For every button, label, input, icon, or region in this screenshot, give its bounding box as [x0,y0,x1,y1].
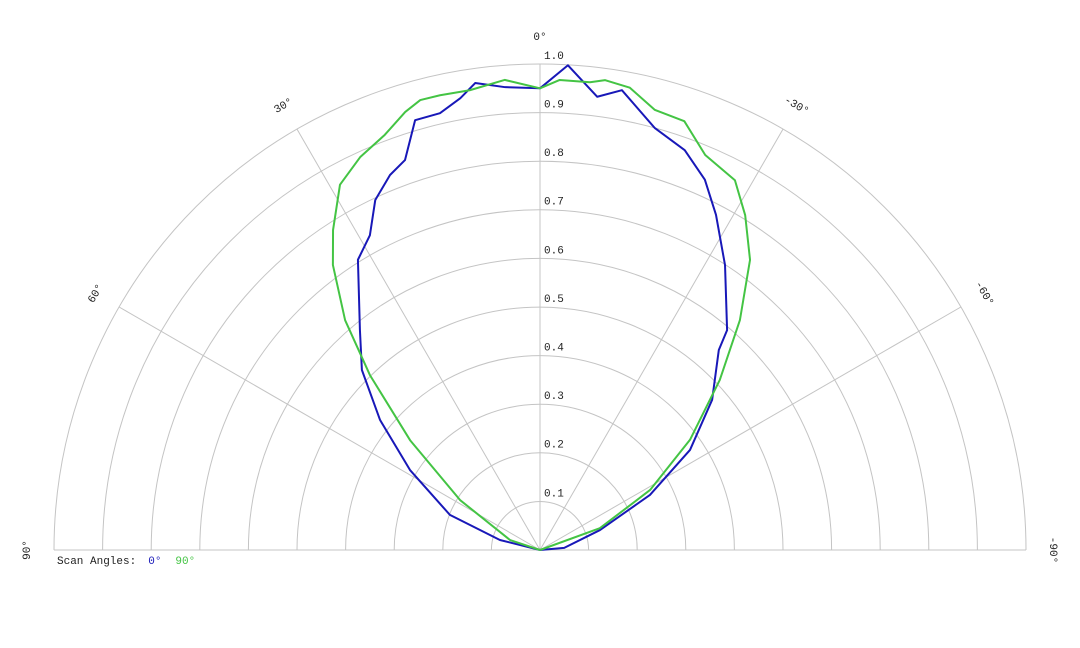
theta-tick-label: -60° [972,280,996,309]
r-tick-label: 0.2 [544,440,564,452]
grid-spoke [539,128,784,551]
theta-tick-label: 90° [22,540,34,560]
r-tick-label: 0.3 [544,391,564,403]
theta-tick-label: -90° [1046,537,1058,563]
r-tick-label: 0.4 [544,343,564,355]
grid-spoke [118,306,541,551]
theta-tick-label: -30° [782,95,811,119]
grid-spoke [296,128,541,551]
series-line [356,64,729,551]
r-tick-label: 0.7 [544,197,564,209]
r-tick-label: 0.8 [544,148,564,160]
legend-entry: 0° [148,556,161,568]
r-tick-label: 0.5 [544,294,564,306]
theta-tick-label: 60° [86,282,106,305]
r-tick-label: 0.1 [544,488,564,500]
r-tick-label: 0.9 [544,100,564,112]
theta-tick-label: 0° [533,32,546,44]
grid-spoke [539,306,962,551]
theta-tick-label: 30° [272,96,295,116]
legend-title: Scan Angles: [57,556,136,568]
legend-entry: 90° [175,556,195,568]
r-tick-label: 0.6 [544,245,564,257]
r-tick-label: 1.0 [544,51,564,63]
series-line [331,78,752,551]
